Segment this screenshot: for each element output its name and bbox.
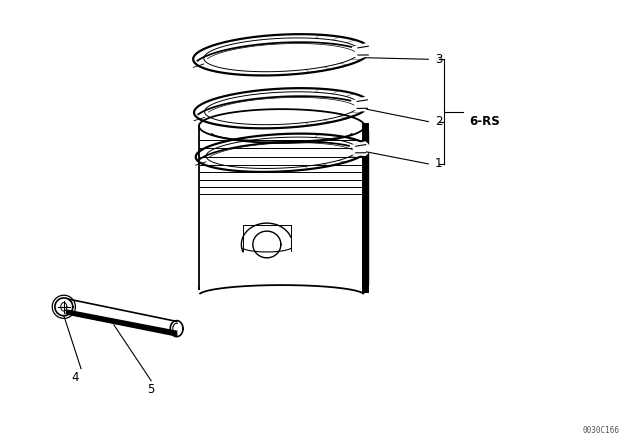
Text: 6-RS: 6-RS [470,115,500,128]
Text: 5: 5 [147,383,155,396]
Text: 4: 4 [71,371,79,384]
Text: 2: 2 [435,115,442,128]
Text: 3: 3 [435,53,442,66]
Text: 0030C166: 0030C166 [582,426,620,435]
Polygon shape [351,97,371,111]
Polygon shape [350,142,369,155]
Text: 1: 1 [435,157,442,170]
Polygon shape [352,43,372,58]
